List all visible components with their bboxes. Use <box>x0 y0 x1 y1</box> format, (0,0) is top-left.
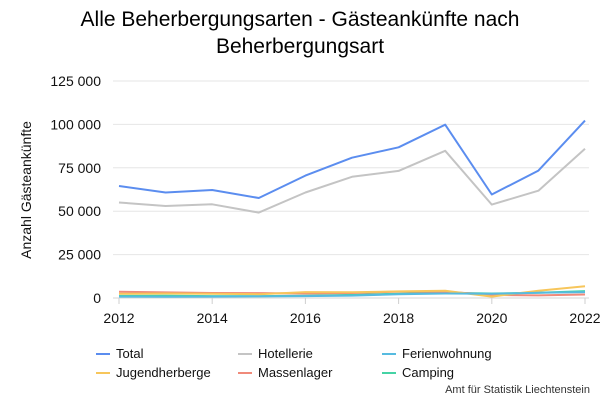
legend-swatch <box>96 371 110 374</box>
series-line-jugendherberge <box>118 285 586 298</box>
y-tick-label: 100 000 <box>50 116 101 132</box>
legend-swatch <box>96 352 110 355</box>
legend-label: Camping <box>402 365 455 380</box>
y-tick-label: 50 000 <box>58 203 101 219</box>
legend-item-total: Total <box>96 346 143 362</box>
legend-swatch <box>238 352 252 355</box>
x-tick-label: 2022 <box>569 310 600 326</box>
y-tick-label: 25 000 <box>58 247 101 263</box>
chart-title: Alle Beherbergungsarten - Gästeankünfte … <box>80 8 520 58</box>
legend-item-hotellerie: Hotellerie <box>238 346 313 362</box>
x-tick-label: 2014 <box>197 310 228 326</box>
legend-item-massenlager: Massenlager <box>238 365 332 381</box>
y-tick-label: 0 <box>93 290 101 306</box>
series-line-total <box>118 119 586 199</box>
x-tick-label: 2012 <box>103 310 134 326</box>
legend-label: Jugendherberge <box>116 365 211 380</box>
legend-swatch <box>382 371 396 374</box>
legend-swatch <box>382 352 396 355</box>
source-credit: Amt für Statistik Liechtenstein <box>445 384 590 396</box>
legend-item-ferienwohnung: Ferienwohnung <box>382 346 492 362</box>
legend-label: Total <box>116 346 144 361</box>
legend-label: Massenlager <box>258 365 333 380</box>
y-tick-label: 75 000 <box>58 160 101 176</box>
x-tick-label: 2016 <box>290 310 321 326</box>
x-tick-label: 2020 <box>476 310 507 326</box>
legend-label: Ferienwohnung <box>402 346 492 361</box>
series-line-hotellerie <box>118 147 586 214</box>
x-tick-label: 2018 <box>383 310 414 326</box>
y-axis-title: Anzahl Gästeankünfte <box>18 121 34 259</box>
legend-label: Hotellerie <box>258 346 313 361</box>
legend-swatch <box>238 371 252 374</box>
series-line-ferienwohnung <box>118 291 586 298</box>
legend-item-camping: Camping <box>382 365 454 381</box>
y-tick-label: 125 000 <box>50 73 101 89</box>
legend-item-jugendherberge: Jugendherberge <box>96 365 211 381</box>
